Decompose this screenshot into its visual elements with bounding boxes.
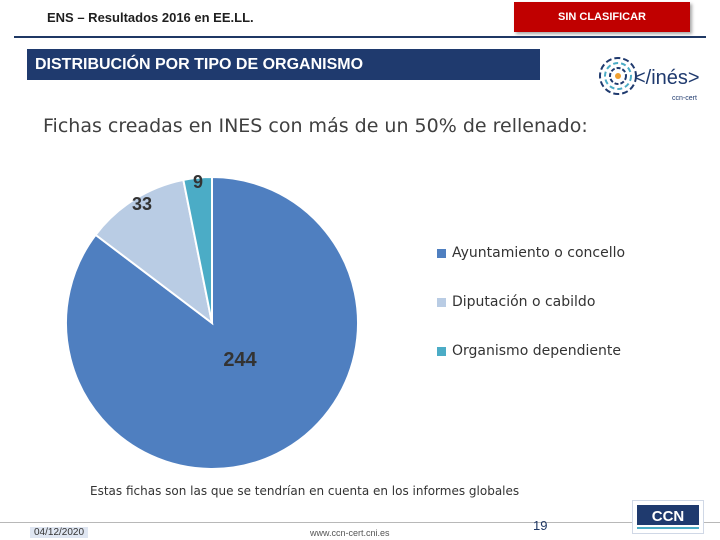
header-title: ENS – Resultados 2016 en EE.LL. xyxy=(47,10,254,25)
legend-item: Ayuntamiento o concello xyxy=(437,244,625,262)
legend-swatch xyxy=(437,346,446,356)
ines-logo-text: </inés> xyxy=(634,67,700,89)
classification-badge: SIN CLASIFICAR xyxy=(514,2,690,32)
footnote: Estas fichas son las que se tendrían en … xyxy=(90,484,520,498)
legend-swatch xyxy=(437,297,446,307)
slice-value-label: 244 xyxy=(223,349,257,371)
legend-swatch xyxy=(437,248,446,258)
legend-label: Diputación o cabildo xyxy=(452,294,596,310)
page-number: 19 xyxy=(533,518,548,533)
header-divider xyxy=(14,36,706,38)
ines-logo: </inés> ccn-cert xyxy=(594,48,710,108)
pie-slice-1 xyxy=(94,178,214,326)
ccn-logo-text: CCN xyxy=(652,508,685,525)
footer-date: 04/12/2020 xyxy=(30,527,89,538)
fingerprint-icon xyxy=(599,57,637,95)
legend-item: Organismo dependiente xyxy=(437,342,625,360)
pie-slice-2 xyxy=(182,175,213,324)
footer-divider xyxy=(0,522,720,523)
legend-item: Diputación o cabildo xyxy=(437,293,625,311)
ccn-logo: CCN xyxy=(632,500,704,534)
slice-value-label: 9 xyxy=(193,172,203,192)
legend-label: Organismo dependiente xyxy=(452,343,621,359)
chart-legend: Ayuntamiento o concello Diputación o cab… xyxy=(437,244,625,391)
section-title: DISTRIBUCIÓN POR TIPO DE ORGANISMO xyxy=(27,49,540,80)
chart-subtitle: Fichas creadas en INES con más de un 50%… xyxy=(43,115,588,137)
legend-label: Ayuntamiento o concello xyxy=(452,245,626,261)
slice-value-label: 33 xyxy=(132,194,152,214)
footer-url: www.ccn-cert.cni.es xyxy=(310,528,390,538)
ines-logo-subtext: ccn-cert xyxy=(672,95,697,102)
